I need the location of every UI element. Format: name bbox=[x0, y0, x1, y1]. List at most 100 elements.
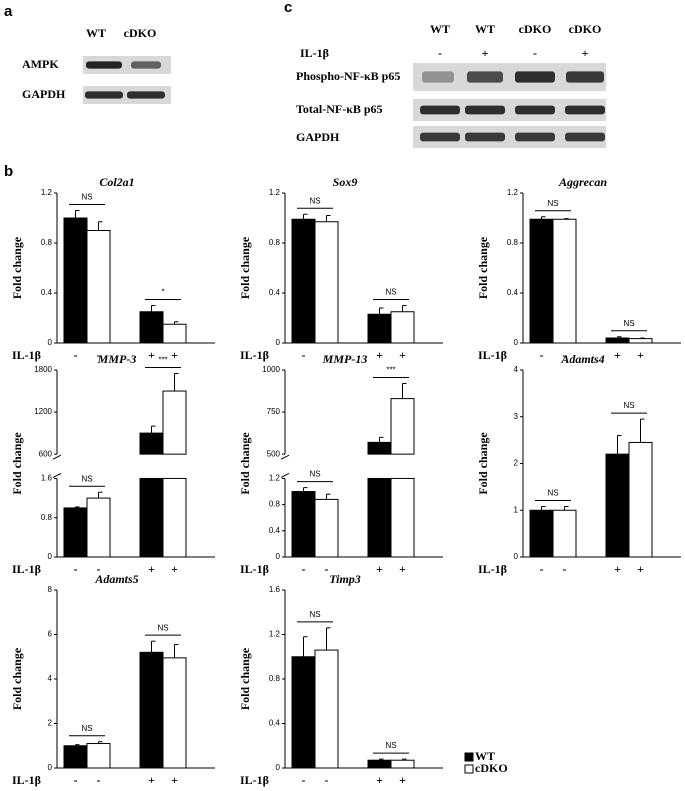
panel-label: b bbox=[4, 163, 13, 180]
y-tick-label: 0.4 bbox=[269, 288, 281, 297]
x-tick-label: + bbox=[171, 562, 178, 576]
x-tick-label: - bbox=[563, 562, 567, 576]
x-tick-label: + bbox=[637, 562, 644, 576]
x-tick-label: - bbox=[540, 562, 544, 576]
lane-label: WT bbox=[86, 26, 106, 40]
significance-label: NS bbox=[157, 623, 168, 632]
row-label: GAPDH bbox=[22, 87, 66, 101]
y-tick-label: 1.2 bbox=[269, 474, 281, 483]
blot-band bbox=[565, 132, 605, 142]
x-axis-label: IL-1β bbox=[478, 348, 507, 362]
y-tick-label: 0.8 bbox=[41, 238, 53, 247]
y-tick-label: 0.4 bbox=[41, 288, 53, 297]
blot-band bbox=[422, 71, 454, 83]
y-tick-label: 600 bbox=[39, 449, 53, 458]
x-tick-label: - bbox=[97, 773, 101, 787]
significance-label: NS bbox=[309, 196, 320, 205]
treatment-sign: + bbox=[482, 46, 489, 60]
significance-label: NS bbox=[547, 199, 558, 208]
bar bbox=[314, 221, 339, 344]
bar bbox=[86, 230, 111, 344]
x-tick-label: + bbox=[399, 562, 406, 576]
x-tick-label: - bbox=[74, 773, 78, 787]
bar bbox=[86, 497, 111, 558]
x-tick-label: - bbox=[563, 348, 567, 362]
blot-band bbox=[465, 132, 505, 142]
bar bbox=[390, 311, 415, 344]
x-tick-label: + bbox=[376, 773, 383, 787]
y-tick-label: 6 bbox=[48, 630, 53, 639]
blot-band bbox=[420, 105, 460, 115]
y-axis-label: Fold change bbox=[238, 236, 252, 299]
lane-label: cDKO bbox=[124, 26, 157, 40]
y-tick-label: 0.4 bbox=[269, 719, 281, 728]
bar bbox=[291, 491, 316, 558]
y-tick-label: 3 bbox=[514, 412, 519, 421]
x-axis-label: IL-1β bbox=[12, 562, 41, 576]
y-tick-label: 1000 bbox=[262, 365, 280, 374]
x-tick-label: - bbox=[97, 562, 101, 576]
bar bbox=[390, 398, 415, 455]
chart-title: Col2a1 bbox=[99, 175, 134, 189]
x-tick-label: - bbox=[325, 348, 329, 362]
y-tick-label: 0 bbox=[276, 338, 281, 347]
x-tick-label: - bbox=[74, 562, 78, 576]
bar bbox=[605, 337, 630, 344]
significance-label: NS bbox=[309, 470, 320, 479]
y-tick-label: 750 bbox=[267, 407, 281, 416]
x-tick-label: + bbox=[376, 562, 383, 576]
panel-label: c bbox=[284, 0, 292, 16]
bar bbox=[628, 338, 653, 344]
y-tick-label: 4 bbox=[514, 365, 519, 374]
treatment-sign: + bbox=[582, 46, 589, 60]
y-tick-label: 0.4 bbox=[507, 288, 519, 297]
x-tick-label: + bbox=[399, 348, 406, 362]
significance-label: NS bbox=[81, 474, 92, 483]
axis-break bbox=[52, 454, 62, 460]
treatment-sign: - bbox=[533, 46, 537, 60]
x-axis-label: IL-1β bbox=[240, 348, 269, 362]
treatment-label: IL-1β bbox=[300, 46, 329, 60]
legend-label: cDKO bbox=[475, 761, 508, 775]
y-tick-label: 0.8 bbox=[41, 513, 53, 522]
treatment-sign: - bbox=[438, 46, 442, 60]
x-tick-label: + bbox=[614, 562, 621, 576]
y-tick-label: 1 bbox=[514, 505, 519, 514]
bar bbox=[139, 432, 164, 455]
bar bbox=[139, 651, 164, 769]
blot-band bbox=[565, 105, 605, 115]
significance-label: NS bbox=[309, 610, 320, 619]
bar bbox=[605, 453, 630, 558]
bar bbox=[162, 390, 187, 455]
y-tick-label: 0.4 bbox=[269, 526, 281, 535]
bar bbox=[529, 509, 554, 558]
x-tick-label: - bbox=[97, 348, 101, 362]
blot-background bbox=[83, 56, 171, 74]
x-tick-label: - bbox=[325, 562, 329, 576]
y-axis-label: Fold change bbox=[238, 432, 252, 495]
bar bbox=[139, 311, 164, 344]
y-tick-label: 0 bbox=[514, 552, 519, 561]
y-axis-label: Fold change bbox=[10, 647, 24, 710]
bar bbox=[162, 323, 187, 344]
blot-band bbox=[515, 71, 555, 83]
x-tick-label: - bbox=[325, 773, 329, 787]
y-tick-label: 1.2 bbox=[507, 188, 519, 197]
y-tick-label: 0.8 bbox=[269, 674, 281, 683]
chart-title: MMP-13 bbox=[322, 352, 368, 366]
x-axis-label: IL-1β bbox=[240, 562, 269, 576]
y-tick-label: 0 bbox=[48, 552, 53, 561]
bar bbox=[390, 477, 415, 558]
axis-break bbox=[280, 473, 290, 478]
x-tick-label: + bbox=[148, 562, 155, 576]
y-tick-label: 8 bbox=[48, 585, 53, 594]
y-tick-label: 1.2 bbox=[269, 188, 281, 197]
bar bbox=[63, 745, 88, 769]
significance-label: NS bbox=[385, 288, 396, 297]
chart-title: Sox9 bbox=[333, 175, 358, 189]
panel-label: a bbox=[4, 3, 13, 20]
row-label: AMPK bbox=[22, 57, 59, 71]
bar bbox=[139, 477, 164, 558]
y-tick-label: 0.8 bbox=[507, 238, 519, 247]
x-tick-label: + bbox=[171, 773, 178, 787]
